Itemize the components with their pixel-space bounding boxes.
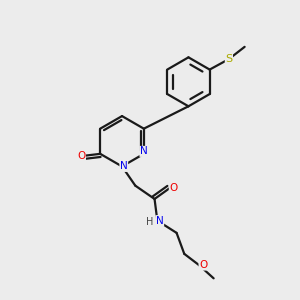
Text: S: S bbox=[225, 54, 233, 64]
Text: N: N bbox=[140, 146, 148, 156]
Text: O: O bbox=[169, 184, 178, 194]
Text: N: N bbox=[120, 161, 127, 171]
Text: O: O bbox=[77, 151, 86, 160]
Text: H: H bbox=[146, 218, 153, 227]
Text: N: N bbox=[156, 216, 164, 226]
Text: O: O bbox=[199, 260, 207, 270]
